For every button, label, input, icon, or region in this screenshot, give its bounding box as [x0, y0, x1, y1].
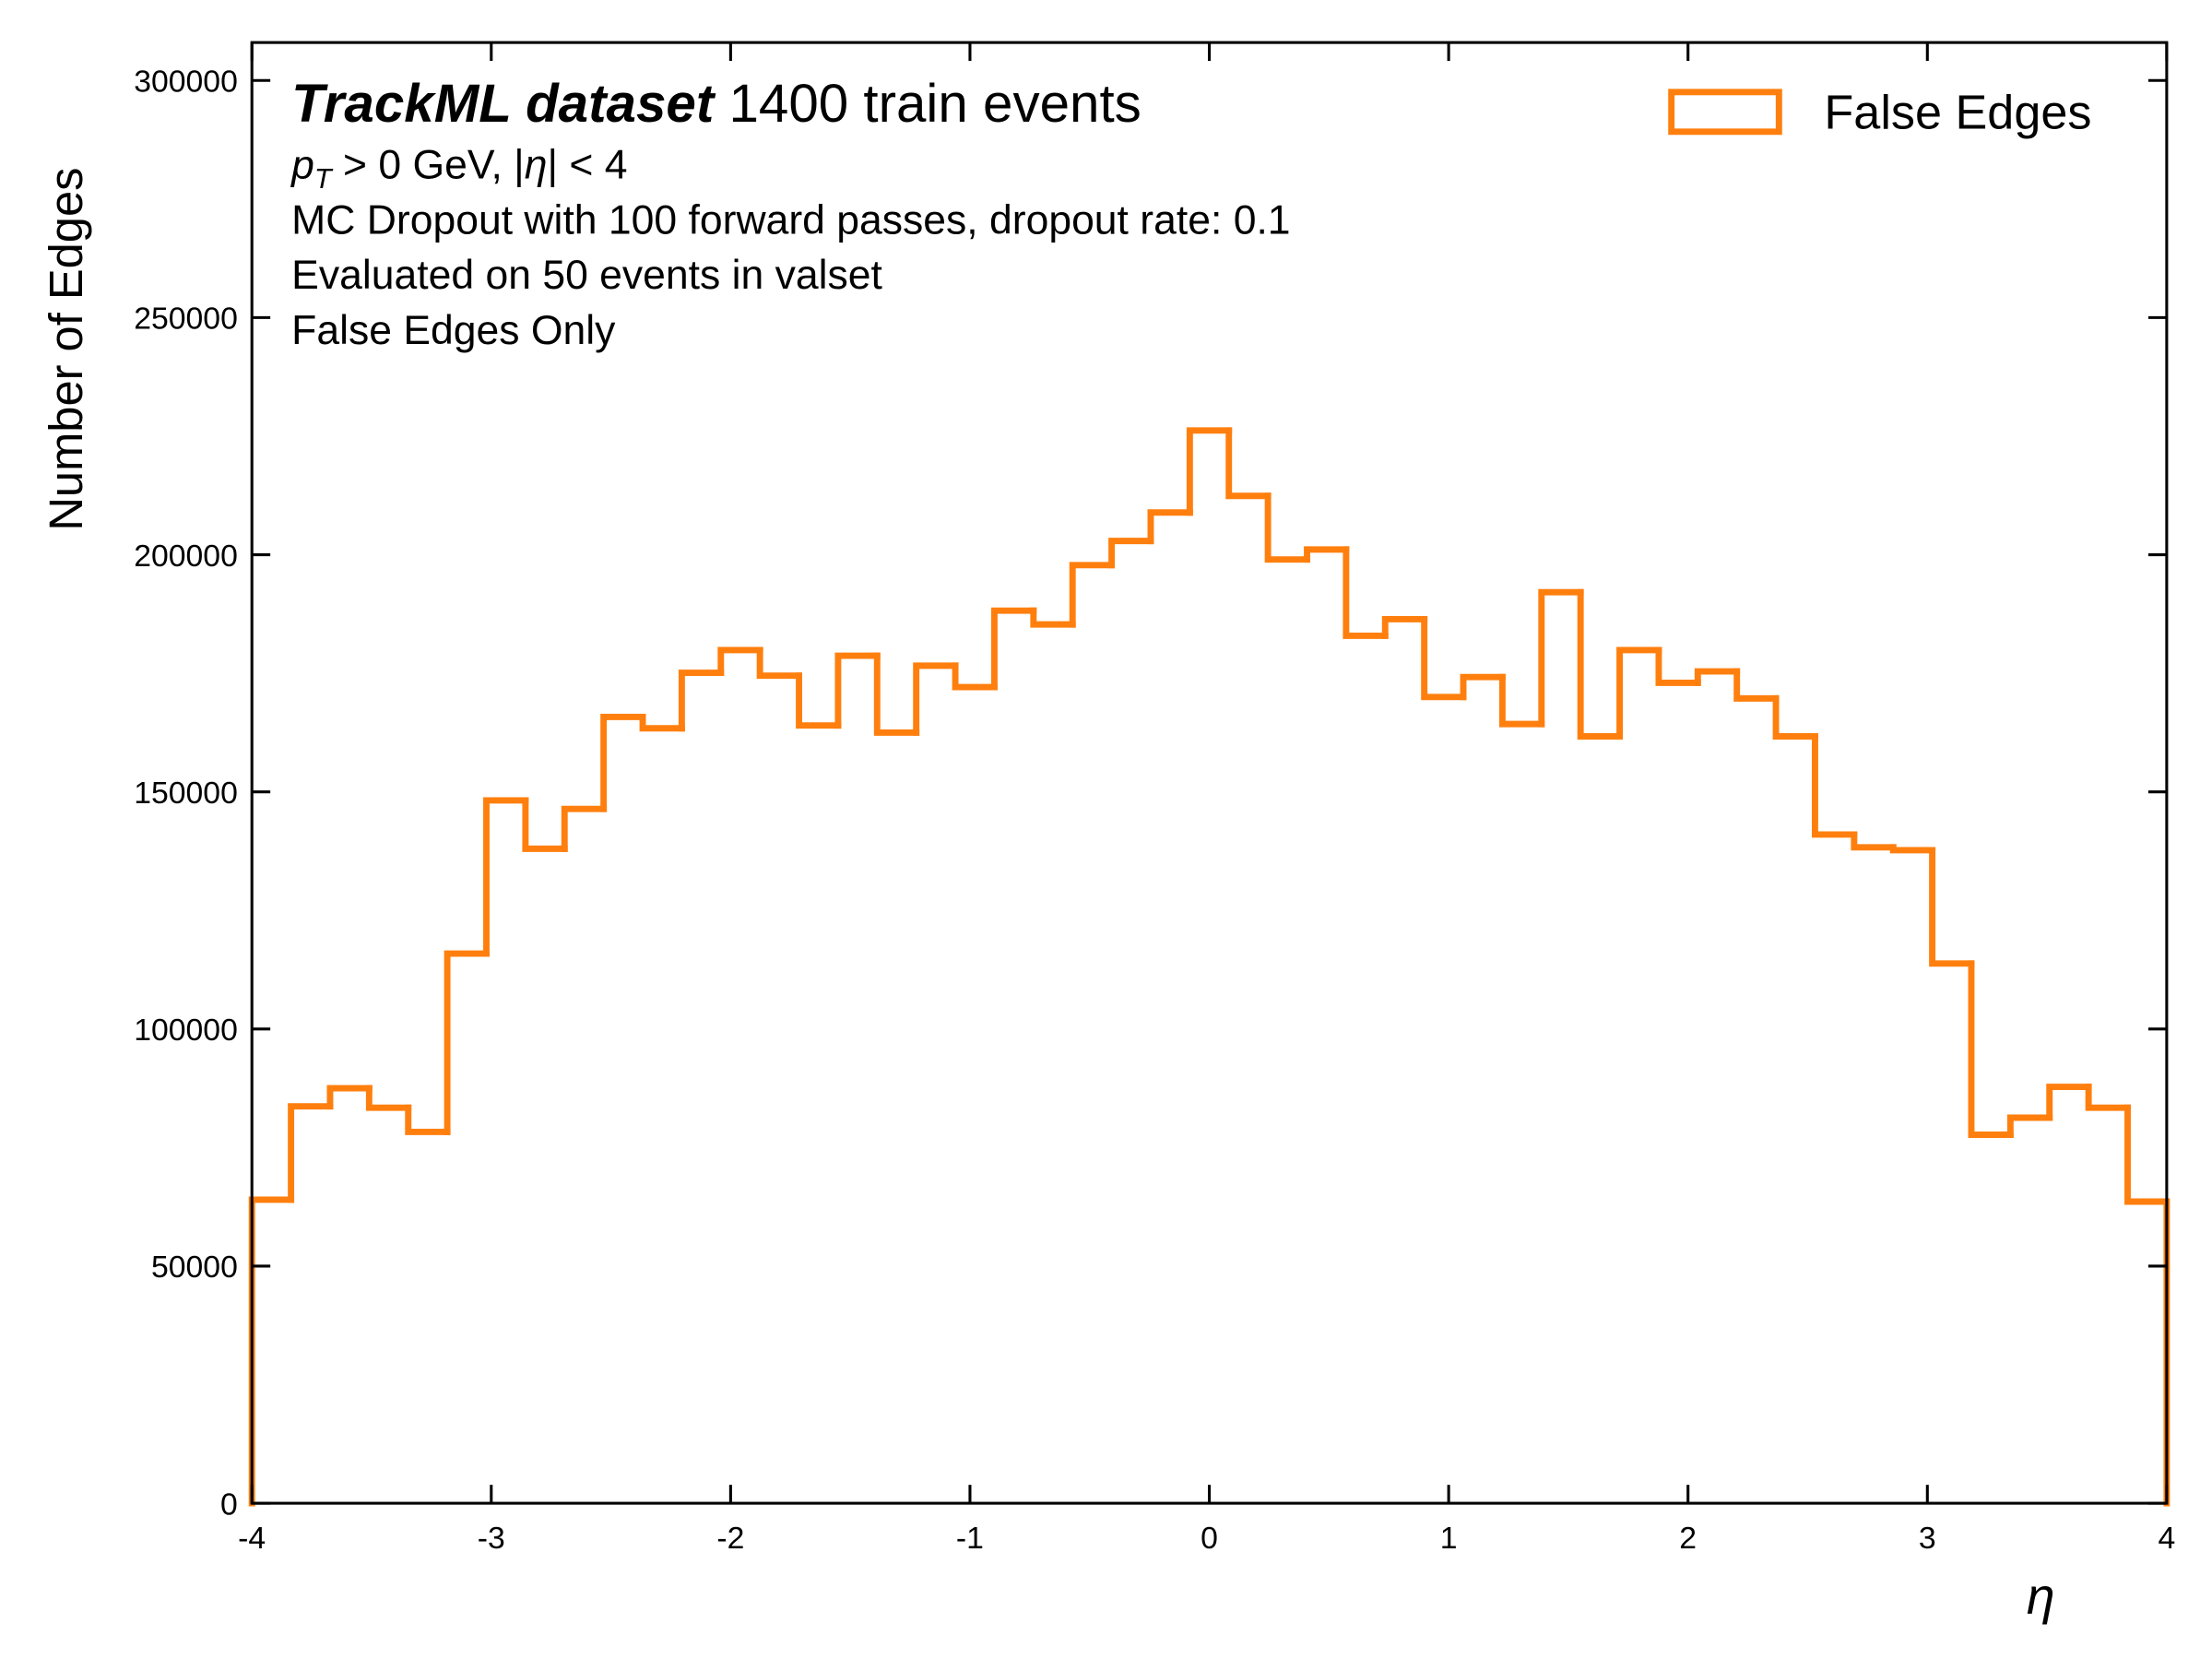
y-tick-label: 200000 — [134, 539, 238, 574]
histogram-bin — [1030, 607, 1076, 628]
x-axis-label: η — [2027, 1568, 2055, 1625]
x-tick-label: -1 — [956, 1521, 984, 1556]
histogram-bin — [561, 805, 608, 852]
x-tick-label: 0 — [1201, 1521, 1218, 1556]
x-tick-label: -4 — [238, 1521, 266, 1556]
histogram-bin — [756, 646, 802, 680]
y-tick-label: 0 — [220, 1487, 238, 1522]
histogram-bin — [1264, 492, 1310, 563]
annotation: False Edges Only — [291, 308, 616, 353]
y-tick-label: 50000 — [151, 1250, 238, 1285]
histogram-bin — [952, 662, 998, 691]
histogram-bin — [2085, 1084, 2131, 1111]
y-tick-label: 100000 — [134, 1013, 238, 1048]
annotation-part: p — [290, 142, 314, 187]
histogram-bin — [1851, 831, 1897, 851]
histogram-bin — [1772, 694, 1818, 740]
histogram-bin — [365, 1084, 412, 1111]
x-tick-label: -3 — [478, 1521, 505, 1556]
x-tick-label: 2 — [1679, 1521, 1697, 1556]
histogram-bin — [1812, 733, 1858, 838]
histogram-bin — [1460, 673, 1506, 701]
histogram-bin — [1381, 616, 1428, 639]
histogram-bin — [1655, 646, 1701, 686]
histogram-bin — [1616, 646, 1662, 740]
histogram-bin — [522, 797, 568, 852]
y-axis-label: Number of Edges — [40, 168, 92, 531]
histogram-bin — [1421, 616, 1467, 701]
legend-swatch — [1668, 89, 1782, 136]
experiment-label: TrackML dataset — [291, 74, 716, 134]
y-tick-label: 300000 — [134, 65, 238, 100]
y-tick-label: 250000 — [134, 302, 238, 337]
histogram-bin — [483, 797, 529, 957]
annotation: MC Dropout with 100 forward passes, drop… — [291, 197, 1290, 243]
x-tick-label: 4 — [2158, 1521, 2175, 1556]
legend-label: False Edges — [1824, 87, 2091, 140]
histogram-bin — [1304, 546, 1350, 563]
annotation-part: > 0 GeV, | — [332, 142, 525, 187]
annotation-part: T — [314, 162, 334, 195]
histogram-bin — [1108, 538, 1154, 569]
histogram-bin — [1929, 847, 1975, 967]
histogram-bin — [1069, 562, 1116, 628]
title: 1400 train events — [728, 74, 1141, 134]
histogram-bin — [717, 646, 763, 677]
histogram-bin — [639, 713, 685, 732]
histogram-bin — [1889, 844, 1936, 854]
histogram-bin — [873, 652, 920, 736]
y-tick-label: 150000 — [134, 776, 238, 811]
x-tick-label: 3 — [1919, 1521, 1936, 1556]
histogram-bin — [1498, 673, 1545, 728]
histogram-bin — [600, 713, 646, 812]
histogram-bin — [444, 950, 490, 1135]
x-tick-label: 1 — [1440, 1521, 1458, 1556]
histogram-bin — [1733, 668, 1780, 702]
histogram-bin — [1225, 427, 1272, 500]
x-tick-label: -2 — [716, 1521, 744, 1556]
histogram-bin — [288, 1103, 334, 1203]
histogram-bin — [1147, 509, 1193, 545]
annotation: Evaluated on 50 events in valset — [291, 253, 882, 298]
histogram-bin — [1186, 427, 1233, 516]
chart-title: TrackML dataset 1400 train events — [291, 74, 1141, 134]
annotation: pT > 0 GeV, |η| < 4 — [290, 142, 627, 195]
histogram-bin — [913, 662, 959, 736]
annotation-part: | < 4 — [547, 142, 627, 187]
histogram-bin — [796, 672, 842, 729]
histogram-bin — [405, 1104, 451, 1135]
histogram-bin — [1577, 588, 1624, 740]
histogram-bin — [1538, 588, 1584, 728]
histogram-bin — [834, 652, 881, 729]
histogram-bin — [1968, 960, 2014, 1138]
annotation-part: η — [525, 142, 548, 187]
histogram-bin — [1694, 668, 1741, 686]
histogram-bin — [1343, 546, 1389, 639]
histogram-bin — [990, 607, 1037, 691]
histogram-bin — [2006, 1114, 2053, 1138]
histogram-bin — [326, 1084, 373, 1110]
histogram-bin — [2046, 1084, 2092, 1121]
histogram-bin — [678, 670, 725, 732]
